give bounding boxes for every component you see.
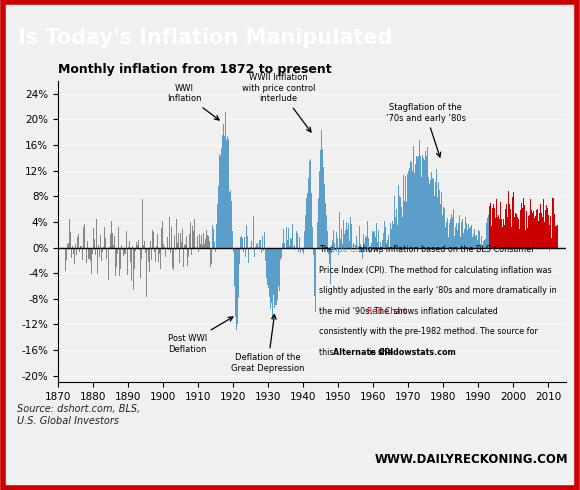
Text: Is Today's Inflation Manipulated: Is Today's Inflation Manipulated bbox=[19, 28, 393, 48]
Text: Red Chart: Red Chart bbox=[367, 307, 407, 316]
Text: this: this bbox=[320, 347, 336, 357]
Text: Post WWI
Deflation: Post WWI Deflation bbox=[168, 317, 233, 353]
Text: Monthly inflation from 1872 to present: Monthly inflation from 1872 to present bbox=[58, 63, 332, 75]
Text: Blue Chart: Blue Chart bbox=[330, 245, 372, 254]
Text: Deflation of the
Great Depression: Deflation of the Great Depression bbox=[231, 315, 304, 373]
Text: WWW.DAILYRECKONING.COM: WWW.DAILYRECKONING.COM bbox=[375, 452, 568, 466]
Text: Price Index (CPI). The method for calculating inflation was: Price Index (CPI). The method for calcul… bbox=[320, 266, 552, 274]
Text: The: The bbox=[320, 245, 336, 254]
Text: Alternate CPI: Alternate CPI bbox=[332, 347, 393, 357]
Text: WWI
Inflation: WWI Inflation bbox=[167, 84, 219, 120]
Text: shadowstats.com: shadowstats.com bbox=[378, 347, 456, 357]
Text: Stagflation of the
’70s and early ’80s: Stagflation of the ’70s and early ’80s bbox=[386, 103, 466, 157]
Text: shows inflation calculated: shows inflation calculated bbox=[390, 307, 498, 316]
Text: the mid ’90s. The: the mid ’90s. The bbox=[320, 307, 392, 316]
Text: slightly adjusted in the early ‘80s and more dramatically in: slightly adjusted in the early ‘80s and … bbox=[320, 286, 557, 295]
Text: is: is bbox=[367, 347, 378, 357]
Text: WWII Inflation
with price control
interlude: WWII Inflation with price control interl… bbox=[242, 74, 316, 132]
Text: consistently with the pre-1982 method. The source for: consistently with the pre-1982 method. T… bbox=[320, 327, 538, 336]
Text: Source: dshort.com, BLS,
U.S. Global Investors: Source: dshort.com, BLS, U.S. Global Inv… bbox=[17, 404, 140, 426]
Text: shows inflation based on the BLS Consumer: shows inflation based on the BLS Consume… bbox=[356, 245, 535, 254]
